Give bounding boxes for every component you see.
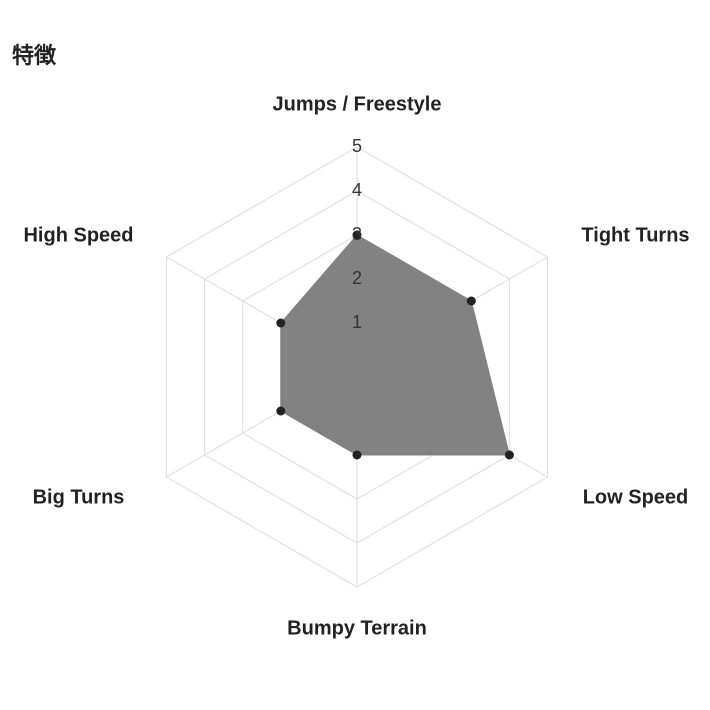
data-point [466, 296, 476, 306]
category-label: Tight Turns [581, 224, 689, 246]
category-label: Low Speed [583, 486, 689, 508]
category-label: High Speed [23, 224, 133, 246]
r-tick-label: 2 [352, 268, 362, 288]
r-tick-label: 5 [352, 136, 362, 156]
category-label: Bumpy Terrain [287, 617, 427, 639]
category-label: Jumps / Freestyle [273, 93, 442, 115]
data-point [276, 406, 286, 416]
chart-title: 特徴 [12, 43, 57, 68]
data-point [352, 450, 362, 460]
r-tick-label: 1 [352, 312, 362, 332]
data-area [280, 234, 511, 456]
data-point [504, 450, 514, 460]
r-tick-label: 3 [352, 224, 362, 244]
category-label: Big Turns [33, 486, 125, 508]
data-point [352, 230, 362, 240]
r-tick-label: 4 [352, 180, 362, 200]
data-point [276, 318, 286, 328]
